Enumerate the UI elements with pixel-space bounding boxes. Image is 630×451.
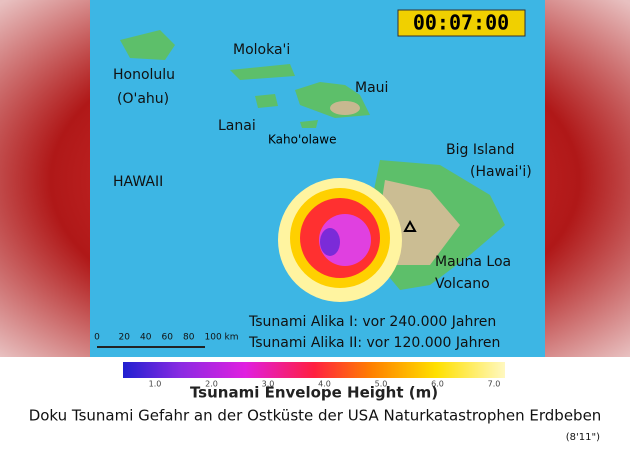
lanai: [255, 94, 278, 108]
colorbar-tick: 6.0: [431, 380, 444, 389]
scale-label: 80: [183, 333, 195, 343]
colorbar-tick: 5.0: [375, 380, 388, 389]
scale-labels: 0 20 40 60 80 100 km: [94, 333, 238, 343]
place-label: Moloka'i: [233, 42, 290, 58]
timer: 00:07:00: [413, 11, 509, 35]
place-label: Mauna Loa: [435, 254, 511, 270]
tsunami-core: [320, 228, 340, 256]
place-label: Volcano: [435, 276, 490, 292]
place-label: (O'ahu): [117, 91, 169, 107]
colorbar-ticks: 1.0 2.0 3.0 4.0 5.0 6.0 7.0: [149, 380, 501, 389]
scale-label: 20: [119, 333, 131, 343]
scale-label: 40: [140, 333, 152, 343]
timer-box: [397, 9, 526, 37]
scale-label: 60: [162, 333, 174, 343]
scale-label: 100 km: [205, 333, 239, 343]
molokai: [230, 64, 295, 80]
colorbar-tick: 7.0: [488, 380, 501, 389]
event-label: Tsunami Alika I: vor 240.000 Jahren: [248, 314, 496, 330]
place-label: HAWAII: [113, 174, 163, 190]
colorbar: [123, 362, 505, 378]
place-label: Kaho'olawe: [268, 133, 336, 147]
oahu: [120, 30, 175, 60]
place-label: Big Island: [446, 142, 514, 158]
ocean: [90, 0, 545, 358]
place-label: Maui: [355, 80, 388, 96]
colorbar-tick: 2.0: [205, 380, 218, 389]
colorbar-tick: 1.0: [149, 380, 162, 389]
duration: (8'11"): [566, 432, 600, 443]
scale-label: 0: [94, 333, 100, 343]
volcano-marker: [403, 219, 417, 232]
haleakala: [330, 101, 360, 115]
place-label: (Hawai'i): [470, 164, 532, 180]
event-label: Tsunami Alika II: vor 120.000 Jahren: [248, 335, 500, 351]
place-label: Lanai: [218, 118, 256, 134]
colorbar-tick: 4.0: [318, 380, 331, 389]
kahoolawe: [300, 120, 318, 128]
caption: Doku Tsunami Gefahr an der Ostküste der …: [29, 407, 602, 425]
place-label: Honolulu: [113, 67, 175, 83]
colorbar-tick: 3.0: [262, 380, 275, 389]
legend-title: Tsunami Envelope Height (m): [190, 384, 438, 402]
